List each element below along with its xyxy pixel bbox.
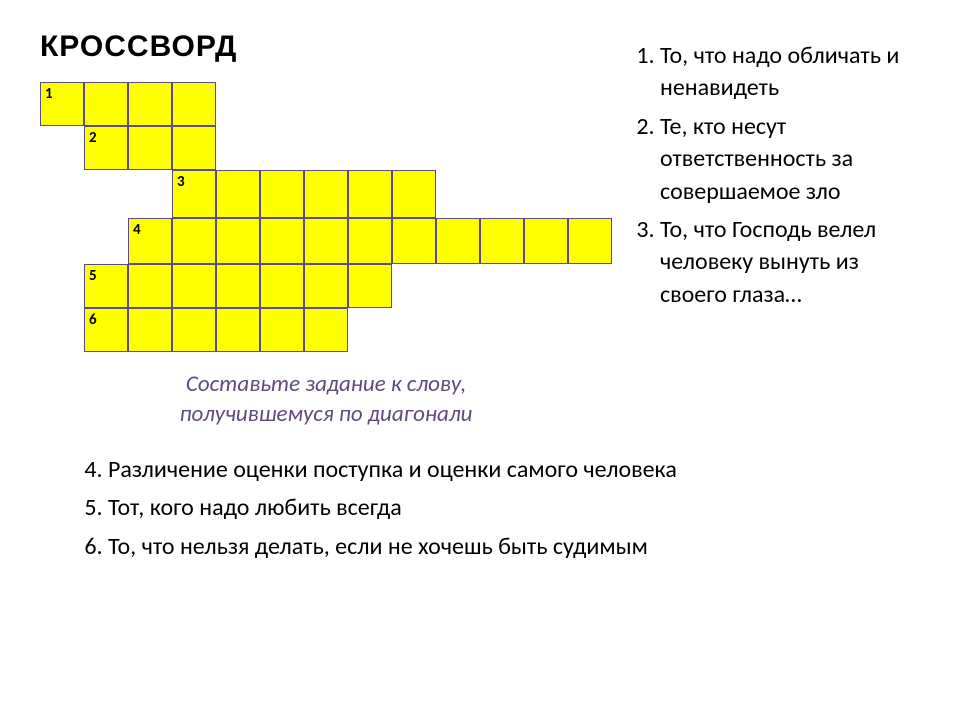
- grid-cell[interactable]: [172, 82, 216, 126]
- instruction-line-2: получившемуся по диагонали: [180, 400, 473, 428]
- grid-cell[interactable]: [216, 218, 260, 264]
- grid-cell-label[interactable]: 2: [84, 126, 128, 170]
- instruction-line-1: Составьте задание к слову,: [186, 370, 466, 398]
- clue-item: То, что нельзя делать, если не хочешь бы…: [108, 531, 920, 563]
- grid-cell[interactable]: [392, 218, 436, 264]
- grid-cell-label[interactable]: 4: [128, 218, 172, 264]
- grid-cell[interactable]: [480, 218, 524, 264]
- grid-cell[interactable]: [216, 264, 260, 308]
- grid-cell[interactable]: [524, 218, 568, 264]
- grid-row: 5: [40, 264, 612, 308]
- grid-cell-label[interactable]: 1: [40, 82, 84, 126]
- grid-cell-label[interactable]: 6: [84, 308, 128, 352]
- grid-cell[interactable]: [392, 170, 436, 218]
- grid-cell[interactable]: [348, 218, 392, 264]
- grid-cell[interactable]: [128, 308, 172, 352]
- grid-cell[interactable]: [348, 170, 392, 218]
- grid-cell[interactable]: [436, 218, 480, 264]
- clue-item: То, что Господь велел человеку вынуть из…: [660, 214, 920, 311]
- crossword-title: КРОССВОРД: [40, 30, 612, 64]
- grid-cell-label[interactable]: 3: [172, 170, 216, 218]
- grid-cell[interactable]: [260, 308, 304, 352]
- crossword-grid: 123456: [40, 82, 612, 352]
- grid-cell[interactable]: [348, 264, 392, 308]
- top-section: КРОССВОРД 123456 Составьте задание к сло…: [40, 30, 920, 430]
- grid-cell-label[interactable]: 5: [84, 264, 128, 308]
- grid-cell[interactable]: [172, 308, 216, 352]
- grid-row: 4: [40, 218, 612, 264]
- grid-cell[interactable]: [172, 218, 216, 264]
- grid-cell[interactable]: [568, 218, 612, 264]
- grid-row: 2: [40, 126, 612, 170]
- instruction-text: Составьте задание к слову, получившемуся…: [40, 370, 612, 430]
- clues-bottom-list: Различение оценки поступка и оценки само…: [40, 454, 920, 563]
- grid-row: 6: [40, 308, 612, 352]
- clue-item: Различение оценки поступка и оценки само…: [108, 454, 920, 486]
- clues-bottom: Различение оценки поступка и оценки само…: [40, 454, 920, 563]
- grid-cell[interactable]: [260, 264, 304, 308]
- grid-row: 3: [40, 170, 612, 218]
- grid-cell[interactable]: [128, 82, 172, 126]
- grid-cell[interactable]: [128, 126, 172, 170]
- clue-item: Те, кто несут ответственность за соверша…: [660, 111, 920, 208]
- clues-right: То, что надо обличать и ненавидетьТе, кт…: [632, 30, 920, 317]
- grid-cell[interactable]: [216, 308, 260, 352]
- grid-cell[interactable]: [128, 264, 172, 308]
- grid-cell[interactable]: [172, 264, 216, 308]
- clue-item: То, что надо обличать и ненавидеть: [660, 40, 920, 105]
- grid-cell[interactable]: [216, 170, 260, 218]
- clues-right-list: То, что надо обличать и ненавидетьТе, кт…: [632, 40, 920, 311]
- grid-row: 1: [40, 82, 612, 126]
- grid-cell[interactable]: [84, 82, 128, 126]
- left-column: КРОССВОРД 123456 Составьте задание к сло…: [40, 30, 612, 430]
- clue-item: Тот, кого надо любить всегда: [108, 492, 920, 524]
- grid-cell[interactable]: [304, 170, 348, 218]
- grid-cell[interactable]: [172, 126, 216, 170]
- grid-cell[interactable]: [304, 218, 348, 264]
- grid-cell[interactable]: [304, 264, 348, 308]
- grid-cell[interactable]: [260, 218, 304, 264]
- grid-cell[interactable]: [304, 308, 348, 352]
- grid-cell[interactable]: [260, 170, 304, 218]
